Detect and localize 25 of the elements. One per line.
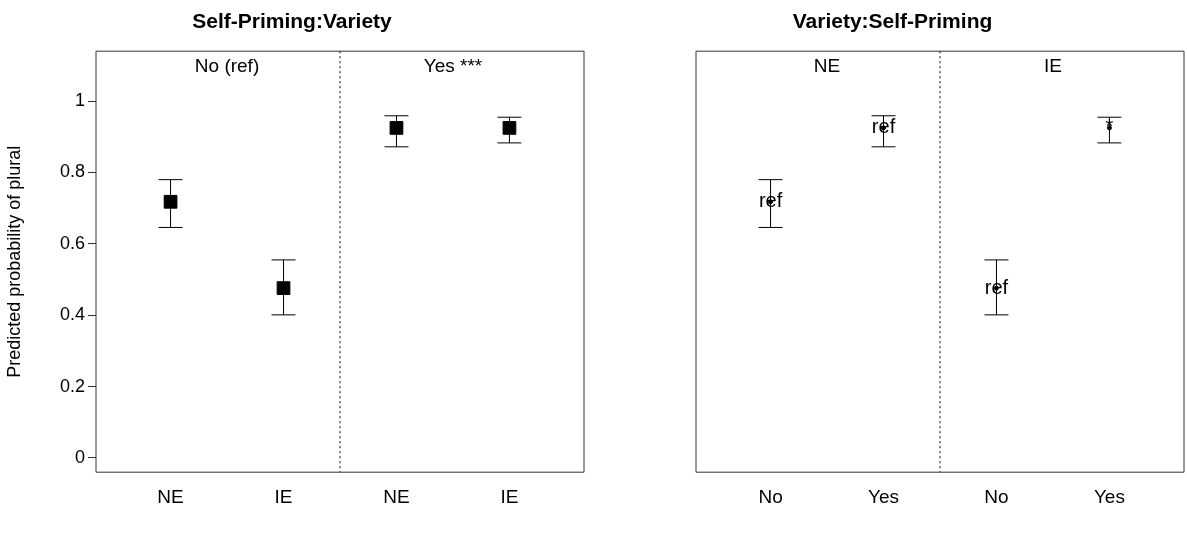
x-tick-label: Yes xyxy=(1093,485,1125,507)
y-tick-label: 0.4 xyxy=(59,304,85,325)
x-tick-label: IE xyxy=(500,485,519,507)
y-axis-title: Predicted probability of plural xyxy=(3,145,24,378)
y-tick-label: 1 xyxy=(74,90,85,111)
annotation: Yes *** xyxy=(423,54,483,76)
y-tick-label: 0.2 xyxy=(59,375,85,396)
x-tick-label: IE xyxy=(274,485,293,507)
y-tick-label: 0.6 xyxy=(59,232,85,253)
x-tick-label: NE xyxy=(157,485,184,507)
annotation: No (ref) xyxy=(194,54,260,76)
chart-title: Variety:Self-Priming xyxy=(792,9,993,33)
annotation: IE xyxy=(1043,54,1062,76)
point xyxy=(163,194,178,209)
y-tick-label: 0 xyxy=(74,446,85,467)
point xyxy=(502,121,517,135)
y-tick-label: 0.8 xyxy=(59,161,85,182)
x-tick-label: Yes xyxy=(868,485,900,507)
x-tick-label: No xyxy=(758,485,783,507)
x-tick-label: No xyxy=(984,485,1009,507)
point xyxy=(276,281,291,295)
chart-title: Self-Priming:Variety xyxy=(192,9,393,33)
point xyxy=(389,121,404,135)
x-tick-label: NE xyxy=(383,485,410,507)
annotation: NE xyxy=(813,54,841,76)
